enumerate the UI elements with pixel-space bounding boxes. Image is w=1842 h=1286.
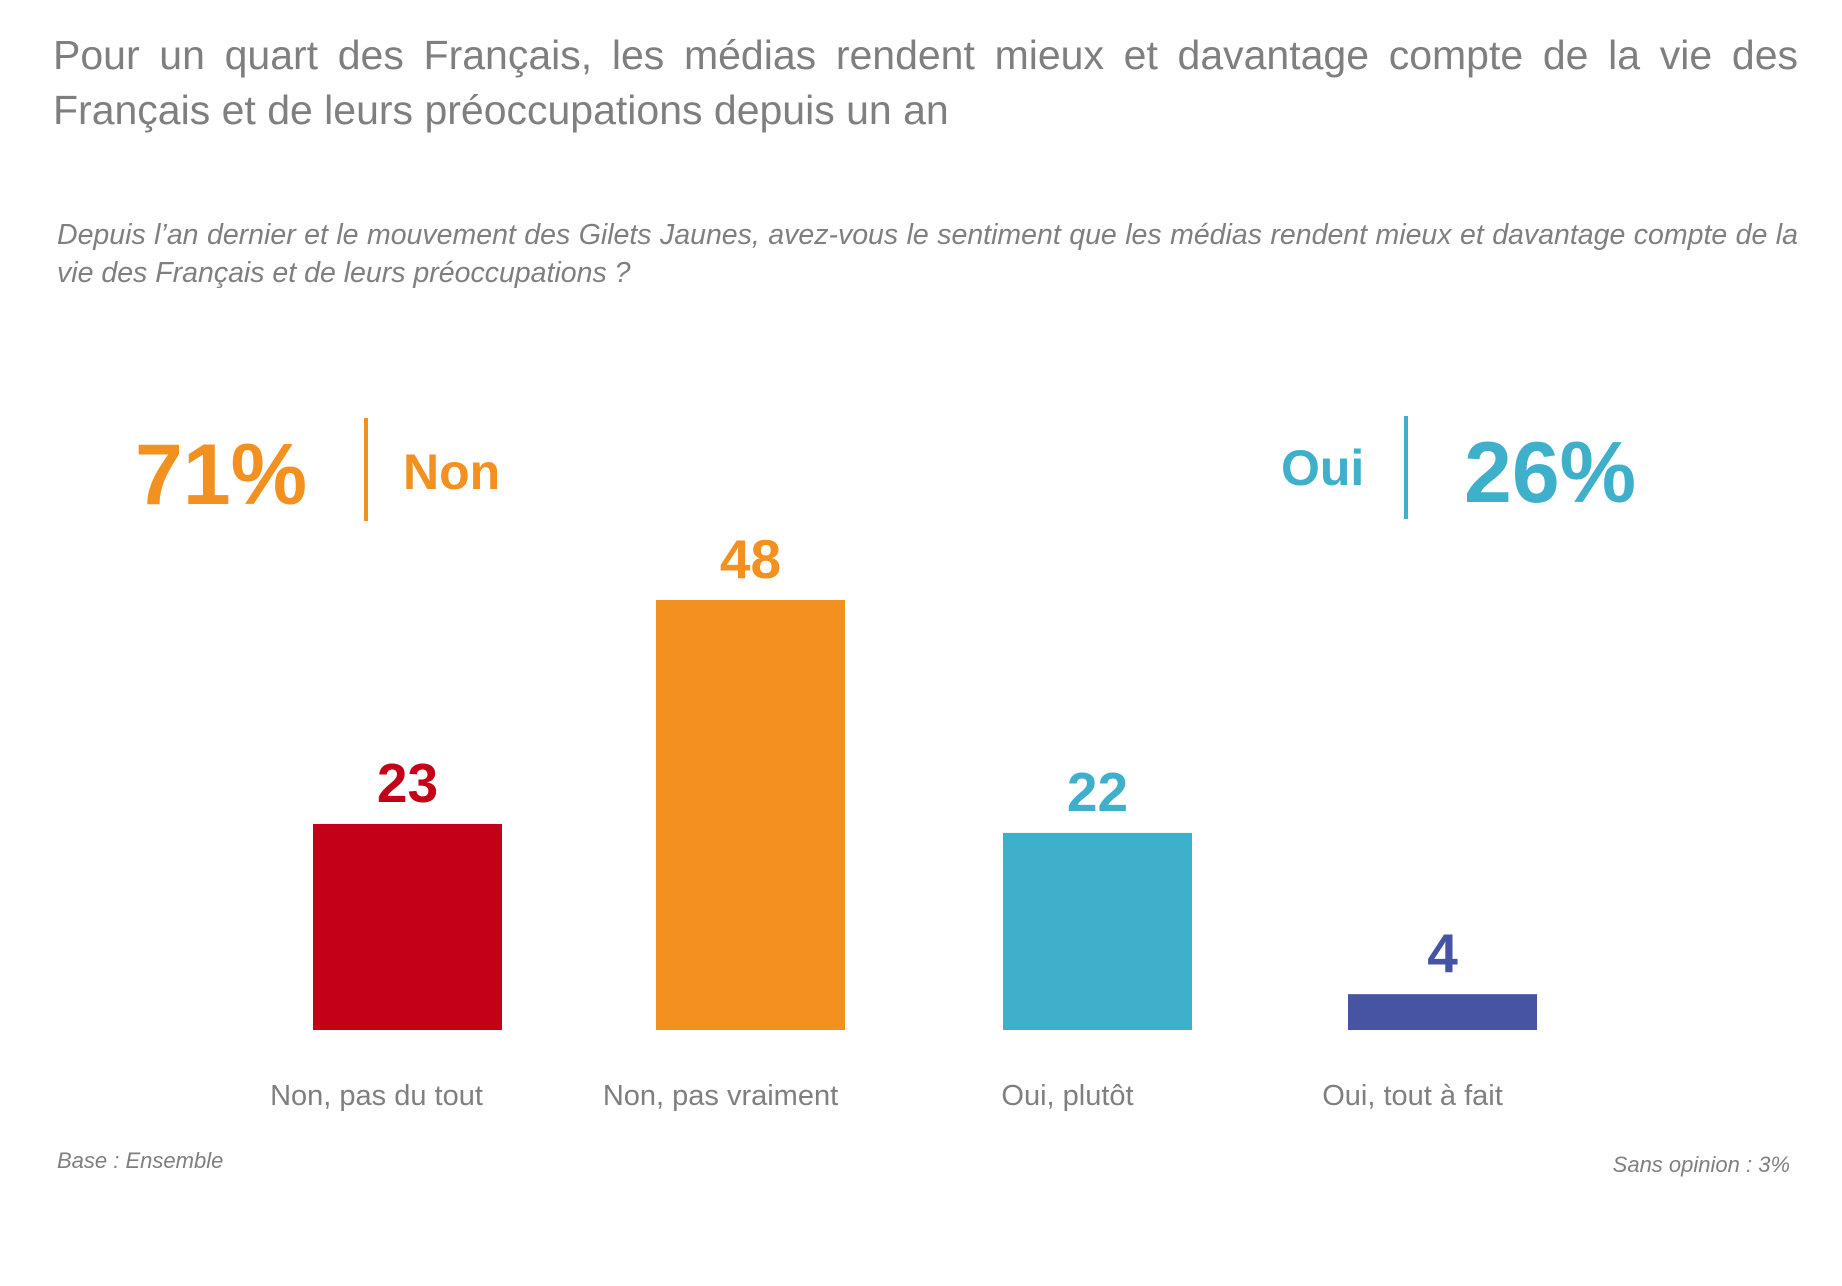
- bar-value-label: 22: [1067, 761, 1128, 823]
- bar-value-label: 4: [1427, 922, 1458, 984]
- category-label: Non, pas vraiment: [603, 1080, 838, 1112]
- bar-value-label: 23: [377, 752, 438, 814]
- non-divider: [364, 418, 368, 521]
- base-note: Base : Ensemble: [57, 1148, 224, 1173]
- bar-value-label: 48: [720, 528, 781, 590]
- survey-question: Depuis l’an dernier et le mouvement des …: [57, 219, 1798, 289]
- page-title: Pour un quart des Français, les médias r…: [53, 32, 1798, 133]
- bar-2: [1003, 832, 1192, 1030]
- sans-opinion-note: Sans opinion : 3%: [1612, 1152, 1790, 1177]
- oui-total-value: 26%: [1464, 425, 1637, 521]
- category-label: Oui, tout à fait: [1322, 1080, 1503, 1112]
- bar-0: [313, 823, 502, 1030]
- oui-divider: [1404, 416, 1408, 519]
- category-label: Oui, plutôt: [1001, 1080, 1133, 1112]
- bar-1: [656, 600, 845, 1030]
- non-total-value: 71%: [135, 427, 308, 523]
- oui-total-label: Oui: [1281, 440, 1365, 496]
- category-label: Non, pas du tout: [270, 1080, 483, 1112]
- non-total-label: Non: [403, 444, 501, 500]
- bar-3: [1348, 994, 1537, 1030]
